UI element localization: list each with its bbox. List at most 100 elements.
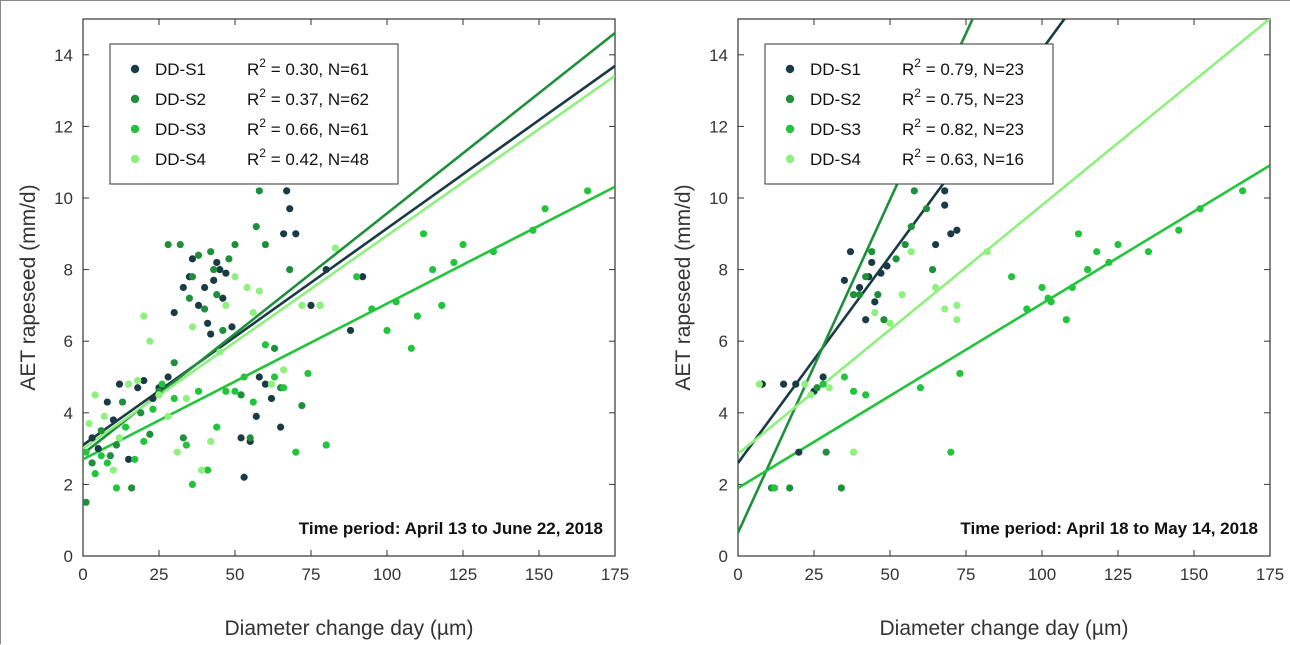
data-point-dd-s3 [407, 344, 415, 352]
x-tick-label: 75 [302, 565, 321, 584]
legend-marker [130, 154, 140, 164]
data-point-dd-s3 [862, 391, 870, 399]
data-point-dd-s1 [953, 226, 961, 234]
data-point-dd-s2 [298, 402, 306, 410]
data-point-dd-s1 [213, 258, 221, 267]
data-point-dd-s3 [97, 452, 105, 460]
data-point-dd-s2 [164, 240, 172, 249]
legend-marker [130, 94, 140, 104]
data-point-dd-s1 [103, 398, 111, 406]
x-tick-label: 150 [1180, 565, 1208, 584]
data-point-dd-s1 [795, 448, 803, 456]
data-point-dd-s3 [947, 448, 955, 456]
data-point-dd-s3 [413, 312, 421, 320]
plot-frame [82, 18, 616, 557]
data-point-dd-s3 [182, 441, 190, 449]
data-point-dd-s2 [849, 291, 858, 299]
data-point-dd-s2 [194, 251, 203, 259]
data-point-dd-s3 [956, 369, 964, 378]
data-point-dd-s3 [819, 380, 827, 388]
data-point-dd-s3 [1196, 205, 1204, 213]
data-point-dd-s2 [892, 255, 900, 263]
y-tick-label: 8 [64, 261, 73, 280]
data-point-dd-s3 [188, 480, 197, 488]
data-point-dd-s4 [207, 437, 215, 446]
data-point-dd-s4 [907, 248, 915, 256]
data-point-dd-s1 [219, 294, 227, 302]
data-point-dd-s1 [941, 201, 949, 209]
data-point-dd-s3 [584, 187, 592, 195]
y-tick-label: 12 [54, 117, 73, 136]
x-tick-label: 50 [881, 565, 900, 584]
data-point-dd-s3 [170, 394, 178, 403]
data-point-dd-s2 [128, 484, 136, 492]
legend-marker [785, 64, 795, 74]
data-point-dd-s2 [261, 240, 269, 249]
data-point-dd-s3 [489, 248, 497, 256]
data-point-dd-s3 [261, 341, 269, 349]
data-point-dd-s2 [874, 291, 882, 299]
legend-stats: R2 = 0.66, N=61 [247, 116, 369, 139]
data-point-dd-s4 [825, 384, 833, 392]
data-point-dd-s3 [103, 459, 111, 467]
data-point-dd-s4 [155, 391, 163, 399]
y-tick-label: 2 [64, 475, 73, 494]
data-point-dd-s3 [459, 240, 467, 249]
data-point-dd-s2 [910, 187, 918, 195]
data-point-dd-s4 [188, 323, 197, 331]
data-point-dd-s3 [1175, 226, 1183, 234]
data-point-dd-s1 [210, 276, 218, 284]
data-point-dd-s4 [100, 412, 108, 420]
data-point-dd-s2 [856, 291, 864, 299]
data-point-dd-s1 [164, 373, 172, 381]
data-point-dd-s2 [907, 223, 915, 231]
data-point-dd-s4 [953, 301, 961, 309]
data-point-dd-s4 [953, 316, 961, 324]
legend-series-label: DD-S1 [810, 60, 861, 79]
data-point-dd-s3 [270, 373, 279, 381]
data-point-dd-s4 [85, 419, 93, 428]
data-point-dd-s2 [207, 248, 215, 256]
data-point-dd-s4 [755, 380, 763, 388]
data-point-dd-s1 [188, 255, 197, 263]
data-point-dd-s3 [1084, 266, 1092, 274]
data-point-dd-s3 [213, 423, 221, 431]
plot-frame [737, 18, 1271, 557]
data-point-dd-s3 [1114, 240, 1122, 249]
data-point-dd-s4 [173, 448, 181, 456]
data-point-dd-s3 [1047, 298, 1055, 306]
data-point-dd-s3 [840, 373, 849, 381]
legend-series-label: DD-S4 [155, 150, 206, 169]
data-point-dd-s2 [118, 398, 127, 406]
data-point-dd-s1 [201, 283, 209, 292]
data-point-dd-s1 [856, 283, 864, 292]
data-point-dd-s2 [813, 384, 821, 392]
data-point-dd-s2 [231, 240, 239, 249]
data-point-dd-s2 [83, 498, 90, 506]
data-point-dd-s2 [246, 434, 254, 442]
legend-stats: R2 = 0.79, N=23 [902, 56, 1024, 79]
x-tick-label: 25 [150, 565, 169, 584]
legend-marker [785, 124, 795, 134]
data-point-dd-s3 [304, 369, 312, 378]
data-point-dd-s2 [112, 441, 121, 449]
data-point-dd-s1 [115, 380, 124, 388]
data-point-dd-s4 [983, 248, 991, 256]
data-point-dd-s3 [1144, 248, 1152, 256]
legend-series-label: DD-S1 [155, 60, 206, 79]
data-point-dd-s2 [252, 223, 260, 231]
data-point-dd-s1 [359, 273, 367, 281]
data-point-dd-s1 [222, 269, 230, 277]
legend-series-label: DD-S4 [810, 150, 861, 169]
data-point-dd-s4 [316, 301, 324, 309]
data-point-dd-s4 [331, 244, 339, 252]
data-point-dd-s3 [204, 466, 212, 474]
data-point-dd-s2 [97, 427, 105, 435]
legend-series-label: DD-S2 [810, 90, 861, 109]
data-point-dd-s4 [807, 391, 815, 399]
fit-line-dd-s2 [738, 19, 974, 534]
data-point-dd-s2 [188, 273, 197, 281]
data-point-dd-s4 [267, 380, 276, 388]
x-tick-label: 0 [733, 565, 742, 584]
data-point-dd-s1 [932, 240, 940, 249]
